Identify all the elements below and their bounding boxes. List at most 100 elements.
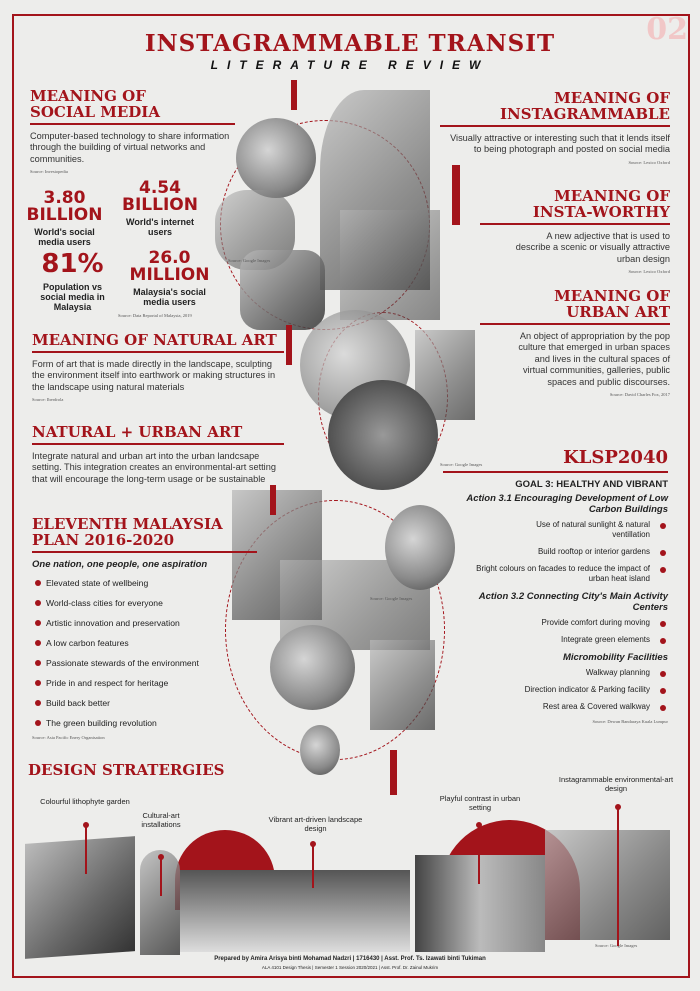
malaysia-plan-tagline: One nation, one people, one aspiration bbox=[32, 558, 208, 570]
social-media-text: Computer-based technology to share infor… bbox=[30, 130, 230, 164]
label-cultural-art: Cultural-art installations bbox=[141, 811, 181, 829]
natural-urban-text: Integrate natural and urban art into the… bbox=[32, 450, 276, 484]
red-bar bbox=[286, 325, 292, 365]
source: Source: Lexico Oxford bbox=[628, 269, 671, 274]
divider bbox=[443, 471, 668, 473]
heading-line: PLAN 2016-2020 bbox=[32, 531, 175, 549]
walkway-photo bbox=[370, 640, 435, 730]
stat-unit: MILLION bbox=[129, 265, 210, 285]
stat-value: 81% bbox=[41, 249, 104, 279]
list-item: Direction indicator & Parking facility bbox=[443, 685, 668, 695]
instagrammable-text: Visually attractive or interesting such … bbox=[450, 132, 670, 155]
action-2-list: Provide comfort during moving Integrate … bbox=[443, 618, 668, 645]
urban-art-text: An object of appropriation by the pop cu… bbox=[518, 330, 670, 387]
design-heading: DESIGN STRATERGIES bbox=[28, 761, 225, 779]
divider bbox=[32, 443, 284, 445]
image-source: Source: Google Images bbox=[228, 258, 271, 263]
list-item: A low carbon features bbox=[32, 637, 257, 657]
heading-line: ELEVENTH MALAYSIA bbox=[32, 515, 223, 533]
environmental-art-photo bbox=[545, 830, 670, 940]
stat-unit: BILLION bbox=[122, 195, 198, 215]
urban-art-heading: MEANING OF URBAN ART bbox=[480, 288, 670, 320]
social-media-heading: MEANING OF SOCIAL MEDIA bbox=[30, 88, 235, 120]
red-bar bbox=[291, 80, 297, 110]
divider bbox=[480, 323, 670, 325]
list-item: Bright colours on facades to reduce the … bbox=[443, 564, 668, 584]
heading-line: MEANING OF bbox=[554, 287, 670, 305]
source: Source: Asia Pacific Enery Organisation bbox=[32, 734, 105, 740]
micromobility-list: Walkway planning Direction indicator & P… bbox=[443, 668, 668, 712]
klsp-heading: KLSP2040 bbox=[563, 447, 668, 468]
list-item: World-class cities for everyone bbox=[32, 597, 257, 617]
klsp-goal: GOAL 3: HEALTHY AND VIBRANT bbox=[515, 478, 668, 490]
instagrammable-section: MEANING OF INSTAGRAMMABLE Visually attrac… bbox=[440, 90, 670, 166]
page-subtitle: LITERATURE REVIEW bbox=[210, 58, 490, 72]
stat-internet-users: 4.54 BILLION World's internet users bbox=[115, 178, 205, 238]
malaysia-plan-section: ELEVENTH MALAYSIA PLAN 2016-2020 One nati… bbox=[32, 516, 257, 741]
divider bbox=[32, 551, 257, 553]
page-number: 02 bbox=[646, 12, 688, 47]
pin-marker bbox=[615, 804, 620, 946]
stat-value: 26.0 bbox=[148, 248, 191, 268]
poster-frame bbox=[12, 14, 690, 978]
page-title: INSTAGRAMMABLE TRANSIT bbox=[144, 30, 556, 57]
list-item: Passionate stewards of the environment bbox=[32, 657, 257, 677]
footer-credits: Prepared by Amira Arisya binti Mohamad N… bbox=[214, 956, 486, 962]
klsp-action-2: Action 3.2 Connecting City's Main Activi… bbox=[478, 590, 668, 613]
label-landscape: Vibrant art-driven landscape design bbox=[268, 815, 363, 833]
pin-marker bbox=[158, 854, 163, 896]
klsp-action-1: Action 3.1 Encouraging Development of Lo… bbox=[466, 492, 668, 515]
pin-marker bbox=[310, 841, 315, 888]
red-bar bbox=[270, 485, 276, 515]
instaworthy-text: A new adjective that is used to describe… bbox=[515, 230, 670, 264]
list-item: Pride in and respect for heritage bbox=[32, 677, 257, 697]
pin-marker bbox=[83, 822, 88, 874]
stat-label: Malaysia's social media users bbox=[133, 287, 206, 307]
heading-line: URBAN ART bbox=[566, 303, 670, 321]
stat-population: 81% Population vs social media in Malaysi… bbox=[30, 250, 115, 312]
street-photo bbox=[340, 210, 440, 320]
divider bbox=[440, 125, 670, 127]
source: Source: Investopedia bbox=[30, 169, 68, 174]
source: Source: Data Reportal of Malaysia, 2019 bbox=[118, 313, 192, 318]
red-bar bbox=[452, 165, 460, 225]
pin-marker bbox=[476, 822, 481, 884]
red-bar bbox=[390, 750, 397, 795]
list-item: The green building revolution bbox=[32, 717, 257, 731]
list-item: Provide comfort during moving bbox=[443, 618, 668, 628]
list-item: Integrate green elements bbox=[443, 635, 668, 645]
heading-line: MEANING OF bbox=[554, 89, 670, 107]
stat-label: World's social media users bbox=[34, 227, 95, 247]
heading-line: MEANING OF bbox=[554, 187, 670, 205]
heading-line: SOCIAL MEDIA bbox=[30, 103, 160, 121]
footer-course: ALA 4101 Design Thesis | Semester 1 Sess… bbox=[261, 965, 439, 970]
stat-malaysia-users: 26.0 MILLION Malaysia's social media users bbox=[122, 248, 217, 308]
stat-social-users: 3.80 BILLION World's social media users bbox=[22, 190, 107, 248]
natural-art-text: Form of art that is made directly in the… bbox=[32, 358, 276, 392]
list-item: Artistic innovation and preservation bbox=[32, 617, 257, 637]
stat-label: World's internet users bbox=[126, 217, 194, 237]
instaworthy-section: MEANING OF INSTA-WORTHY A new adjective t… bbox=[480, 188, 670, 275]
urban-art-section: MEANING OF URBAN ART An object of appropr… bbox=[480, 288, 670, 398]
small-photo bbox=[300, 725, 340, 775]
source: Source: Iberdrola bbox=[32, 397, 64, 402]
divider bbox=[32, 351, 284, 353]
source: Source: Lexico Oxford bbox=[628, 159, 671, 165]
list-item: Elevated state of wellbeing bbox=[32, 577, 257, 597]
stat-unit: BILLION bbox=[26, 205, 103, 225]
urban-setting-photo bbox=[415, 855, 545, 952]
natural-art-heading: MEANING OF NATURAL ART bbox=[32, 331, 277, 349]
image-source: Source: Google Images bbox=[370, 596, 413, 601]
natural-art-section: MEANING OF NATURAL ART Form of art that … bbox=[32, 332, 284, 403]
smartphone-photo bbox=[240, 250, 325, 330]
list-item: Use of natural sunlight & natural ventil… bbox=[443, 520, 668, 540]
social-media-section: MEANING OF SOCIAL MEDIA Computer-based te… bbox=[30, 88, 235, 175]
malaysia-plan-heading: ELEVENTH MALAYSIA PLAN 2016-2020 bbox=[32, 516, 257, 548]
lithophyte-garden-photo bbox=[25, 836, 135, 959]
heading-line: INSTA-WORTHY bbox=[532, 203, 670, 221]
heading-line: INSTAGRAMMABLE bbox=[500, 105, 670, 123]
list-item: Build back better bbox=[32, 697, 257, 717]
label-environmental-art: Instagrammable environmental-art design bbox=[558, 775, 674, 793]
stat-value: 4.54 bbox=[139, 178, 181, 198]
klsp-section: KLSP2040 GOAL 3: HEALTHY AND VIBRANT Act… bbox=[443, 448, 668, 725]
